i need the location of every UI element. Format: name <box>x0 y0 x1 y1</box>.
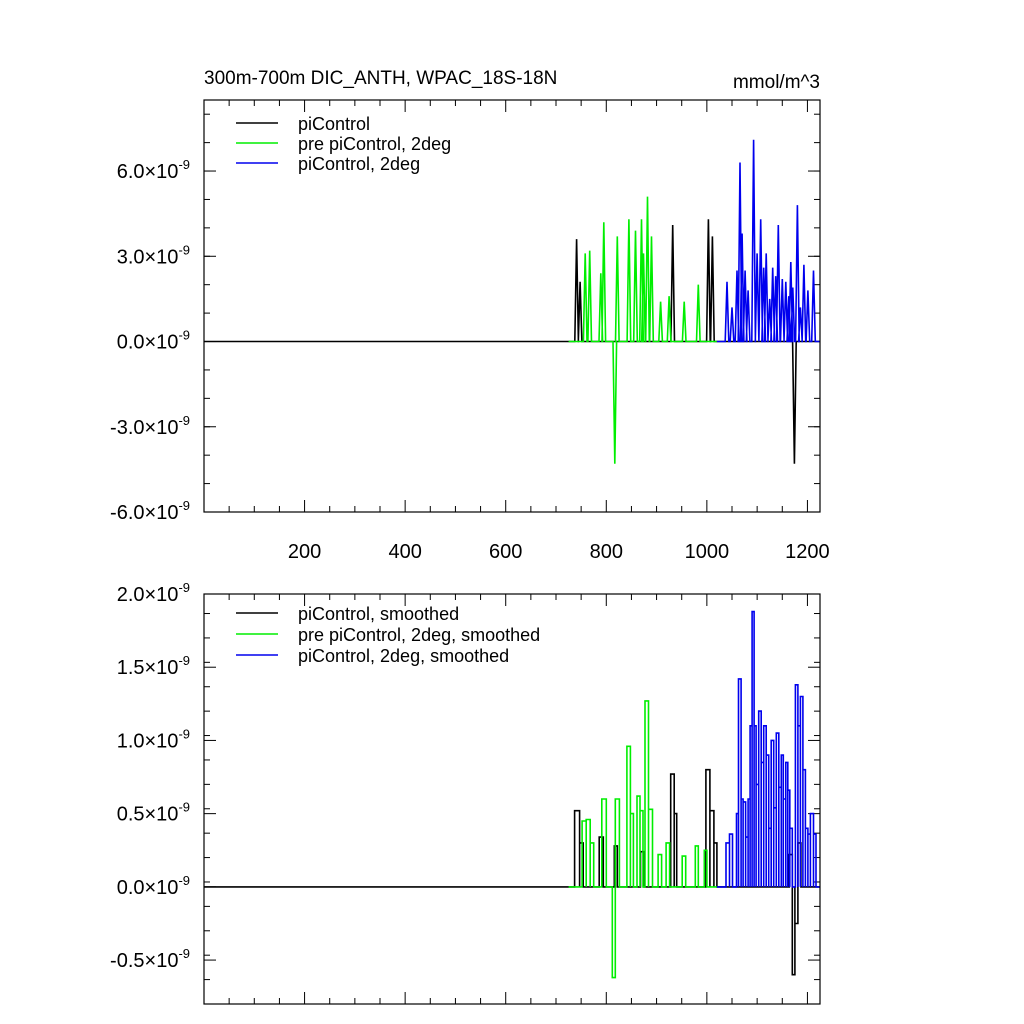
legend-label: piControl, smoothed <box>298 604 459 624</box>
bottom-axis-ticks: 2.0×10-9 1.5×10-9 1.0×10-9 0.5×10-9 0.0×10-9… <box>110 580 820 1005</box>
series-line <box>716 610 820 888</box>
bottom-panel: 2.0×10-9 1.5×10-9 1.0×10-9 0.5×10-9 0.0×10-9… <box>110 580 821 1005</box>
units-label: mmol/m^3 <box>733 72 820 93</box>
legend-label: pre piControl, 2deg, smoothed <box>298 625 540 645</box>
top-series-lines <box>204 139 820 464</box>
y-tick-label: -6.0×10-9 <box>110 498 190 524</box>
top-axis-ticks: 200 400 600 800 1000 1200 6.0×10-9 3.0×10-9 0.0×… <box>110 100 830 563</box>
x-tick-label: 1200 <box>785 541 830 563</box>
x-tick-label: 600 <box>489 541 522 563</box>
y-tick-label: 6.0×10-9 <box>117 157 190 183</box>
y-tick-label: 3.0×10-9 <box>117 242 190 268</box>
y-tick-label: 0.0×10-9 <box>117 328 190 354</box>
x-tick-label: 200 <box>288 541 321 563</box>
top-panel: 300m-700m DIC_ANTH, WPAC_18S-18N mmol/m^… <box>110 68 830 563</box>
legend-label: piControl <box>298 114 370 134</box>
bottom-plot-frame <box>203 593 821 1005</box>
bottom-series-lines <box>204 610 820 979</box>
x-tick-label: 800 <box>590 541 623 563</box>
y-tick-label: -3.0×10-9 <box>110 413 190 439</box>
y-tick-label: -0.5×10-9 <box>110 946 190 972</box>
series-line <box>716 139 820 343</box>
legend-label: piControl, 2deg, smoothed <box>298 646 509 666</box>
x-tick-label: 1000 <box>685 541 730 563</box>
y-tick-label: 0.5×10-9 <box>117 800 190 826</box>
chart-title: 300m-700m DIC_ANTH, WPAC_18S-18N <box>204 68 557 89</box>
y-tick-label: 2.0×10-9 <box>117 580 190 606</box>
legend-label: pre piControl, 2deg <box>298 134 451 154</box>
y-tick-label: 0.0×10-9 <box>117 873 190 899</box>
series-line <box>568 196 717 464</box>
x-tick-label: 400 <box>388 541 421 563</box>
series-line <box>204 219 820 464</box>
y-tick-label: 1.0×10-9 <box>117 726 190 752</box>
top-plot-frame <box>203 99 821 513</box>
series-line <box>204 768 820 976</box>
y-tick-label: 1.5×10-9 <box>117 653 190 679</box>
legend-label: piControl, 2deg <box>298 154 420 174</box>
series-line <box>568 700 717 979</box>
